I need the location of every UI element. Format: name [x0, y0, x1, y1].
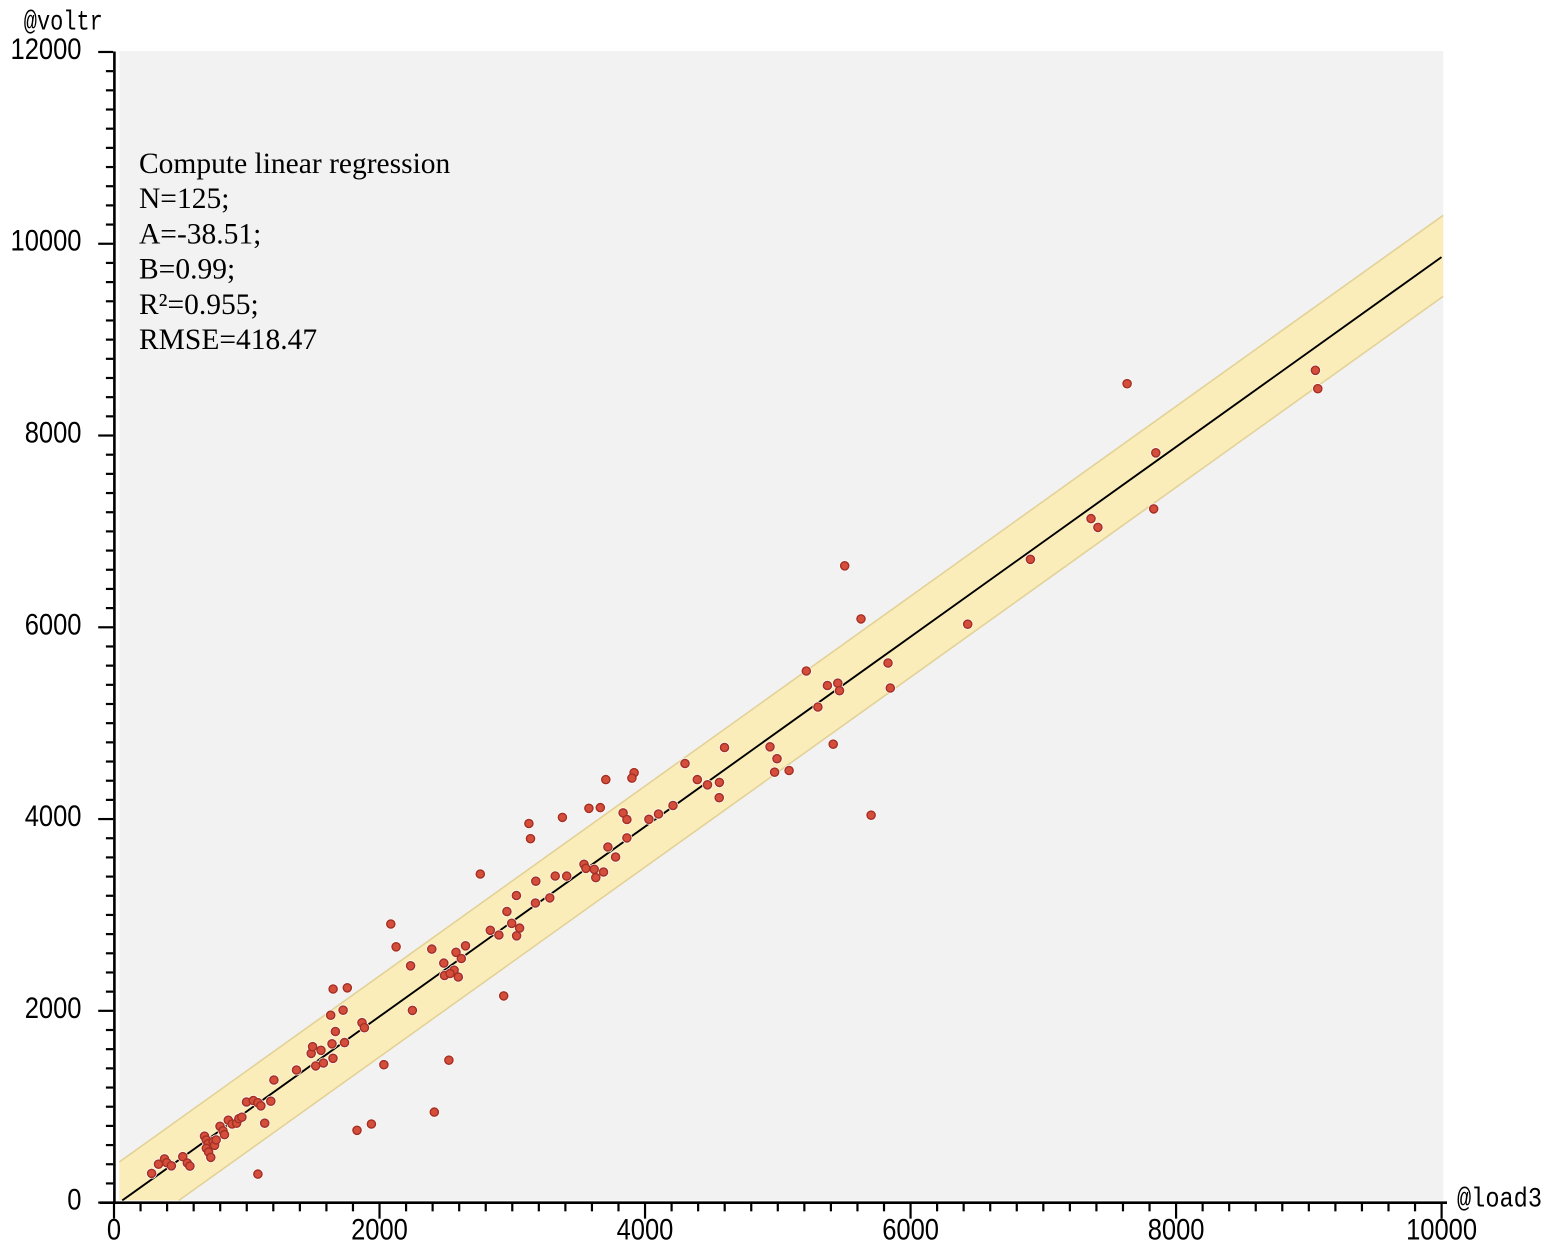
- svg-text:RMSE=418.47: RMSE=418.47: [139, 324, 317, 356]
- svg-text:@voltr: @voltr: [24, 8, 103, 39]
- svg-text:10000: 10000: [11, 225, 82, 258]
- svg-text:10000: 10000: [1406, 1214, 1477, 1247]
- svg-text:@load3: @load3: [1457, 1185, 1542, 1216]
- svg-text:12000: 12000: [11, 33, 82, 66]
- svg-text:Compute linear regression: Compute linear regression: [139, 148, 451, 180]
- svg-text:R²=0.955;: R²=0.955;: [139, 289, 259, 321]
- svg-text:4000: 4000: [25, 800, 82, 833]
- svg-text:6000: 6000: [882, 1214, 939, 1247]
- svg-text:6000: 6000: [25, 608, 82, 641]
- svg-text:2000: 2000: [351, 1214, 408, 1247]
- svg-text:8000: 8000: [25, 417, 82, 450]
- svg-text:A=-38.51;: A=-38.51;: [139, 218, 261, 250]
- svg-text:2000: 2000: [25, 992, 82, 1025]
- svg-text:N=125;: N=125;: [139, 183, 229, 215]
- svg-text:B=0.99;: B=0.99;: [139, 254, 235, 286]
- svg-text:0: 0: [107, 1214, 121, 1247]
- svg-text:4000: 4000: [617, 1214, 674, 1247]
- svg-text:8000: 8000: [1148, 1214, 1205, 1247]
- svg-text:0: 0: [67, 1184, 81, 1217]
